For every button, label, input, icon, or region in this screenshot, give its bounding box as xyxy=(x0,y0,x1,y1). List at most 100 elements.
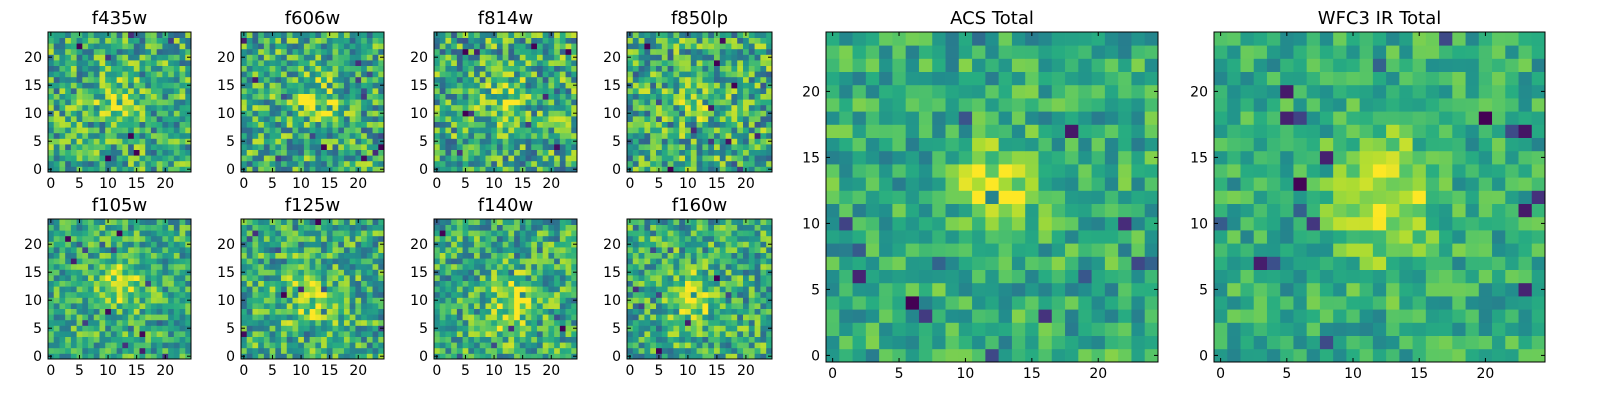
heatmap-cell xyxy=(656,297,663,304)
heatmap-cell xyxy=(650,342,657,349)
heatmap-cell xyxy=(519,275,526,281)
heatmap-cell xyxy=(748,160,755,167)
heatmap-cell xyxy=(128,155,135,162)
heatmap-cell xyxy=(754,166,761,173)
heatmap-cell xyxy=(690,76,697,83)
heatmap-cell xyxy=(179,252,186,259)
heatmap-cell xyxy=(708,269,715,276)
heatmap-cell xyxy=(627,291,634,298)
heatmap-cell xyxy=(70,347,77,354)
x-tick-label: 10 xyxy=(485,176,503,192)
heatmap-cell xyxy=(185,331,192,337)
heatmap-cell xyxy=(508,291,515,298)
heatmap-cell xyxy=(737,286,744,293)
heatmap-cell xyxy=(179,308,186,315)
heatmap-cell xyxy=(714,275,721,281)
heatmap-cell xyxy=(468,88,475,94)
heatmap-cell xyxy=(378,127,385,134)
heatmap-cell xyxy=(139,258,146,265)
heatmap-cell xyxy=(679,60,686,66)
heatmap-cell xyxy=(252,127,259,134)
heatmap-cell xyxy=(714,160,721,167)
heatmap-cell xyxy=(554,110,561,117)
heatmap-cell xyxy=(632,65,639,72)
heatmap-cell xyxy=(105,275,112,281)
heatmap-cell xyxy=(536,331,544,337)
heatmap-cell xyxy=(502,252,509,259)
heatmap-cell xyxy=(309,230,316,237)
heatmap-cell xyxy=(88,331,95,337)
heatmap-cell xyxy=(502,280,509,287)
heatmap-cell xyxy=(679,76,686,83)
heatmap-cell xyxy=(565,275,572,281)
heatmap-cell xyxy=(258,48,265,55)
heatmap-cell xyxy=(269,37,276,44)
heatmap-cell xyxy=(536,275,544,281)
heatmap-cell xyxy=(321,263,328,270)
heatmap-cell xyxy=(298,65,305,72)
heatmap-cell xyxy=(565,71,572,78)
heatmap-cell xyxy=(338,166,345,173)
heatmap-cell xyxy=(133,331,140,337)
heatmap-cell xyxy=(627,303,634,309)
heatmap-cell xyxy=(565,54,572,61)
heatmap-cell xyxy=(502,325,509,332)
heatmap-cell xyxy=(743,319,750,326)
heatmap-cell xyxy=(93,166,100,173)
heatmap-cell xyxy=(559,54,566,61)
heatmap-cell xyxy=(286,166,293,173)
heatmap-cell xyxy=(673,291,680,298)
heatmap-cell xyxy=(93,280,100,287)
heatmap-cell xyxy=(667,303,674,309)
heatmap-cell xyxy=(542,155,549,162)
heatmap-cell xyxy=(632,99,639,106)
heatmap-cell xyxy=(110,104,118,111)
heatmap-cell xyxy=(439,241,446,248)
heatmap-cell xyxy=(508,286,515,293)
heatmap-cell xyxy=(355,252,362,259)
heatmap-cell xyxy=(644,60,651,66)
heatmap-cell xyxy=(502,116,509,122)
heatmap-cell xyxy=(48,99,55,106)
heatmap-cell xyxy=(554,155,561,162)
heatmap-cell xyxy=(349,43,356,50)
heatmap-cell xyxy=(679,275,686,281)
heatmap-cell xyxy=(632,342,639,349)
heatmap-cell xyxy=(650,319,657,326)
heatmap-cell xyxy=(70,138,77,145)
heatmap-cell xyxy=(292,219,299,225)
heatmap-cell xyxy=(76,280,83,287)
heatmap-cell xyxy=(145,88,152,94)
heatmap-cell xyxy=(525,82,532,89)
heatmap-cell xyxy=(679,160,686,167)
heatmap-cell xyxy=(627,37,634,44)
heatmap-cell xyxy=(76,336,83,343)
heatmap-cell xyxy=(644,65,651,72)
heatmap-cell xyxy=(468,325,475,332)
heatmap-cell xyxy=(366,110,373,117)
heatmap-cell xyxy=(59,93,66,100)
heatmap-cell xyxy=(258,269,265,276)
heatmap-cell xyxy=(338,224,345,231)
heatmap-cell xyxy=(258,60,265,66)
heatmap-cell xyxy=(737,160,744,167)
heatmap-cell xyxy=(743,43,750,50)
heatmap-cell xyxy=(451,71,458,78)
heatmap-cell xyxy=(378,121,385,128)
heatmap-cell xyxy=(754,336,761,343)
heatmap-cell xyxy=(258,160,265,167)
heatmap-cell xyxy=(474,331,481,337)
heatmap-cell xyxy=(110,319,118,326)
heatmap-cell xyxy=(65,347,72,354)
heatmap-cell xyxy=(281,308,288,315)
heatmap-cell xyxy=(349,48,356,55)
heatmap-cell xyxy=(485,166,492,173)
heatmap-cell xyxy=(252,160,259,167)
heatmap-cell xyxy=(696,71,703,78)
heatmap-cell xyxy=(82,54,89,61)
heatmap-cell xyxy=(338,121,345,128)
heatmap-cell xyxy=(309,93,316,100)
heatmap-cell xyxy=(525,258,532,265)
heatmap-cell xyxy=(105,347,112,354)
heatmap-cell xyxy=(627,160,634,167)
